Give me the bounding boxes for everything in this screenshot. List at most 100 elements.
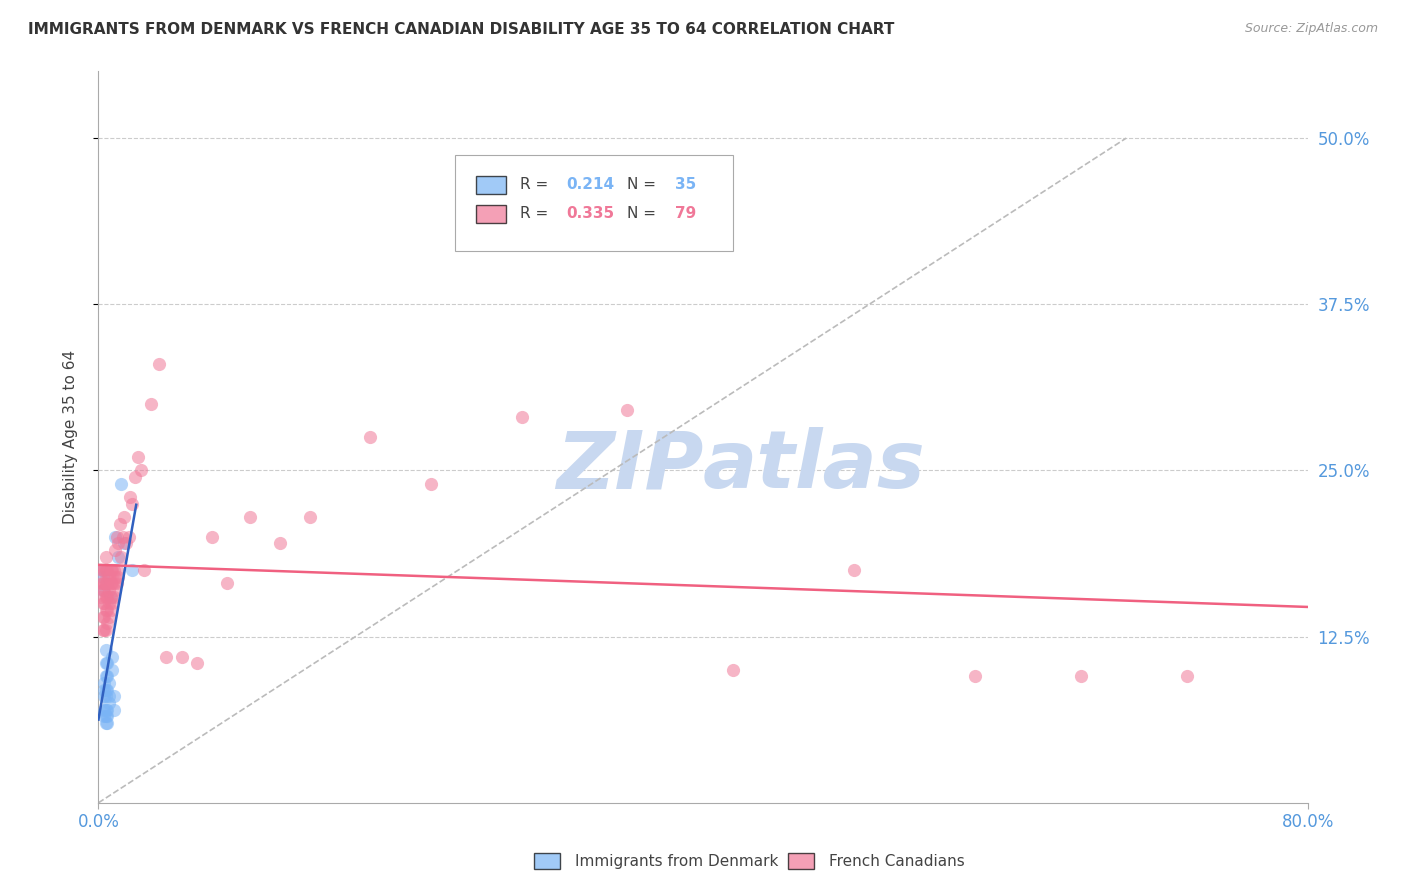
Point: [108, 516, 131, 531]
Point: [91, 582, 114, 597]
Point: [93, 623, 115, 637]
Point: [96, 656, 118, 670]
Point: [98, 690, 121, 704]
Point: [93, 609, 115, 624]
Point: [90, 576, 112, 591]
Point: [94, 656, 117, 670]
Point: [105, 530, 128, 544]
Point: [155, 649, 177, 664]
Point: [90, 590, 112, 604]
Point: [96, 590, 118, 604]
Point: [93, 563, 115, 577]
Point: [101, 563, 124, 577]
Point: [1070, 669, 1092, 683]
Point: [104, 582, 127, 597]
Point: [91, 563, 114, 577]
Point: [91, 576, 114, 591]
Text: Immigrants from Denmark: Immigrants from Denmark: [575, 854, 778, 869]
Point: [844, 563, 866, 577]
Point: [103, 703, 125, 717]
Point: [94, 623, 117, 637]
Point: [96, 563, 118, 577]
Point: [93, 682, 115, 697]
Point: [723, 663, 745, 677]
Point: [148, 357, 170, 371]
Point: [114, 536, 136, 550]
Point: [186, 656, 208, 670]
Point: [104, 543, 127, 558]
Point: [201, 530, 224, 544]
Point: [100, 590, 122, 604]
Text: N =: N =: [627, 178, 661, 193]
Point: [94, 669, 117, 683]
Point: [129, 463, 152, 477]
Point: [170, 649, 193, 664]
Point: [96, 709, 118, 723]
Point: [91, 582, 114, 597]
Point: [98, 582, 121, 597]
Point: [132, 563, 155, 577]
Point: [105, 576, 128, 591]
Point: [96, 682, 118, 697]
Point: [269, 536, 291, 550]
Point: [104, 530, 127, 544]
FancyBboxPatch shape: [787, 854, 814, 870]
FancyBboxPatch shape: [456, 155, 734, 251]
Point: [965, 669, 987, 683]
Point: [100, 576, 122, 591]
Point: [93, 690, 115, 704]
Text: 0.214: 0.214: [567, 178, 614, 193]
Point: [98, 609, 121, 624]
Point: [215, 576, 238, 591]
FancyBboxPatch shape: [475, 176, 506, 194]
Text: French Canadians: French Canadians: [828, 854, 965, 869]
Point: [103, 590, 125, 604]
Text: Source: ZipAtlas.com: Source: ZipAtlas.com: [1244, 22, 1378, 36]
Point: [111, 530, 134, 544]
Point: [100, 563, 122, 577]
Text: ZIP: ZIP: [555, 427, 703, 506]
Point: [104, 570, 127, 584]
FancyBboxPatch shape: [534, 854, 561, 870]
Point: [98, 596, 121, 610]
Point: [112, 536, 135, 550]
Point: [100, 590, 122, 604]
Point: [93, 703, 115, 717]
Point: [120, 490, 142, 504]
Point: [510, 410, 533, 425]
Point: [93, 576, 115, 591]
Text: R =: R =: [520, 206, 554, 221]
Point: [127, 450, 149, 464]
Point: [103, 563, 125, 577]
Point: [93, 582, 115, 597]
Point: [103, 576, 125, 591]
Point: [1175, 669, 1198, 683]
Point: [96, 703, 118, 717]
Point: [98, 696, 121, 710]
Point: [107, 549, 129, 564]
Point: [90, 563, 112, 577]
Point: [93, 596, 115, 610]
Point: [101, 649, 124, 664]
Point: [94, 563, 117, 577]
Point: [118, 530, 141, 544]
Point: [94, 643, 117, 657]
Point: [141, 397, 163, 411]
Point: [239, 509, 262, 524]
Point: [110, 549, 132, 564]
Point: [94, 603, 117, 617]
Point: [420, 476, 443, 491]
Point: [96, 576, 118, 591]
Point: [112, 509, 135, 524]
Point: [91, 563, 114, 577]
Point: [299, 509, 322, 524]
Point: [107, 570, 129, 584]
Point: [93, 709, 115, 723]
Point: [91, 609, 114, 624]
Point: [121, 563, 143, 577]
Text: R =: R =: [520, 178, 554, 193]
Point: [616, 403, 638, 417]
Point: [107, 536, 129, 550]
Point: [101, 596, 124, 610]
Y-axis label: Disability Age 35 to 64: Disability Age 35 to 64: [63, 350, 77, 524]
